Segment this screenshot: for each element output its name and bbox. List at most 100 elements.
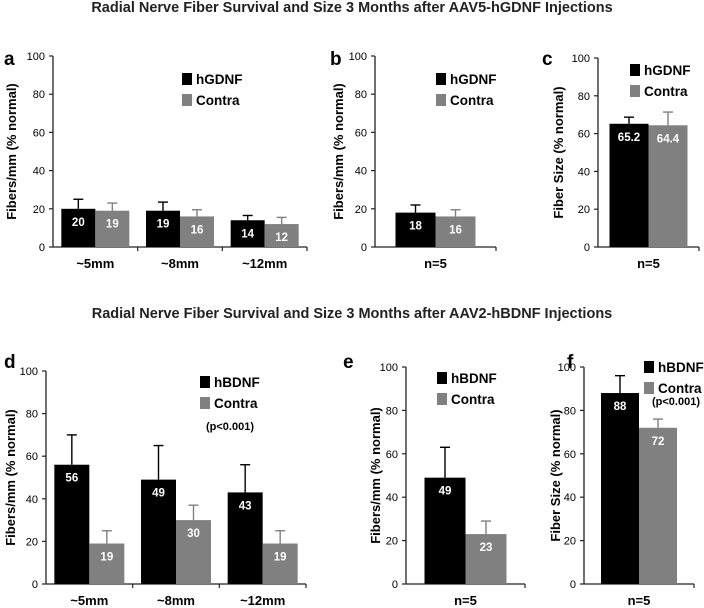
y-tick-label: 0 <box>584 242 590 254</box>
y-tick-label: 0 <box>392 579 398 591</box>
data-label: 19 <box>157 219 170 231</box>
bar-hgdnf-1 <box>61 208 96 247</box>
y-tick-label: 40 <box>355 166 367 178</box>
bar-contra-3 <box>264 224 299 247</box>
legend-label-hgdnf: hGDNF <box>450 72 497 87</box>
panel-letter: c <box>542 49 553 70</box>
legend-label-contra: Contra <box>214 396 258 411</box>
legend-label-contra: Contra <box>196 93 240 108</box>
bar-contra-2 <box>176 520 211 584</box>
y-axis-label: Fiber Size (% normal) <box>548 409 563 541</box>
legend-swatch-hbdnf <box>200 376 210 388</box>
y-tick-label: 20 <box>355 204 367 216</box>
y-tick-label: 20 <box>564 536 576 548</box>
data-label: 20 <box>72 217 85 229</box>
y-axis-label: Fibers/mm (% normal) <box>368 407 383 544</box>
data-label: 56 <box>65 473 78 485</box>
y-axis-label: Fibers/mm (% normal) <box>4 83 19 220</box>
y-tick-label: 20 <box>26 536 38 548</box>
bar-hbdnf-2 <box>141 479 176 584</box>
y-tick-label: 80 <box>564 405 576 417</box>
data-label: 49 <box>439 486 452 498</box>
y-tick-label: 40 <box>578 166 590 178</box>
data-label: 16 <box>449 224 462 236</box>
y-tick-label: 60 <box>33 127 45 139</box>
y-tick-label: 60 <box>564 449 576 461</box>
bar-hbdnf-3 <box>227 492 263 584</box>
data-label: 49 <box>152 488 165 500</box>
bar-hgdnf-1 <box>395 212 436 247</box>
chart-panel-a: a 0 20 40 60 80 100 Fibers/mm (% normal) 20 19 ~5m… <box>4 49 308 271</box>
legend-label-hbdnf: hBDNF <box>214 375 260 390</box>
data-label: 14 <box>241 228 254 240</box>
data-label: 19 <box>106 219 119 231</box>
y-tick-label: 100 <box>27 51 45 63</box>
x-category-label: ~5mm <box>76 256 114 271</box>
legend-swatch-contra <box>436 94 446 106</box>
y-tick-label: 0 <box>361 242 367 254</box>
bar-hbdnf-1 <box>601 393 639 584</box>
x-category-label: n=5 <box>637 256 660 271</box>
data-label: 43 <box>239 500 252 512</box>
legend-label-contra: Contra <box>658 381 702 396</box>
data-label: 23 <box>480 542 493 554</box>
legend-swatch-hgdnf <box>630 64 640 76</box>
bar-contra-1 <box>95 210 130 247</box>
panel-letter: f <box>567 352 574 373</box>
y-tick-label: 100 <box>572 53 590 65</box>
legend-label-hgdnf: hGDNF <box>644 63 691 78</box>
legend-swatch-hgdnf <box>182 73 192 85</box>
y-tick-label: 20 <box>386 536 398 548</box>
y-tick-label: 60 <box>355 127 367 139</box>
data-label: 65.2 <box>618 132 640 144</box>
bar-contra-1 <box>89 543 125 584</box>
y-tick-label: 100 <box>380 362 398 374</box>
x-category-label: ~8mm <box>161 256 199 271</box>
data-label: 12 <box>275 232 288 244</box>
chart-panel-e: e 0 20 40 60 80 100 Fibers/mm (% normal) 49 23 n=5… <box>343 352 526 608</box>
bar-contra-1 <box>435 216 476 247</box>
panel-letter: b <box>330 49 342 70</box>
legend-swatch-contra <box>200 397 210 409</box>
y-tick-label: 80 <box>386 405 398 417</box>
x-category-label: ~12mm <box>240 593 285 608</box>
figure-title-gdnf: Radial Nerve Fiber Survival and Size 3 M… <box>91 0 613 16</box>
chart-panel-f: f 0 20 40 60 80 100 Fiber Size (% normal) 88 72 n=… <box>548 352 704 608</box>
y-tick-label: 60 <box>578 129 590 141</box>
legend-label-contra: Contra <box>450 93 494 108</box>
x-category-label: ~5mm <box>70 593 108 608</box>
bar-hgdnf-2 <box>146 210 180 247</box>
x-category-label: ~8mm <box>157 593 195 608</box>
data-label: 88 <box>614 401 627 413</box>
y-tick-label: 80 <box>33 89 45 101</box>
legend-swatch-contra <box>644 382 654 394</box>
y-tick-label: 40 <box>26 494 38 506</box>
y-tick-label: 80 <box>578 91 590 103</box>
bar-hgdnf-3 <box>230 220 265 247</box>
y-tick-label: 40 <box>564 492 576 504</box>
y-tick-label: 80 <box>26 409 38 421</box>
legend-label-contra: Contra <box>644 84 688 99</box>
panel-letter: d <box>4 352 16 373</box>
y-tick-label: 0 <box>32 579 38 591</box>
bar-hgdnf-1 <box>609 123 649 247</box>
y-tick-label: 80 <box>355 89 367 101</box>
y-tick-label: 40 <box>386 492 398 504</box>
panel-letter: e <box>343 352 354 373</box>
bar-contra-2 <box>180 216 214 247</box>
x-category-label: n=5 <box>628 593 651 608</box>
data-label: 64.4 <box>657 133 680 145</box>
legend-swatch-contra <box>437 393 447 405</box>
bar-hbdnf-1 <box>54 464 90 584</box>
data-label: 30 <box>187 528 200 540</box>
chart-panel-c: c 0 20 40 60 80 100 Fiber Size (% normal) 65.2 64… <box>542 49 700 271</box>
legend-label-contra: Contra <box>451 392 495 407</box>
legend-swatch-contra <box>182 94 192 106</box>
y-tick-label: 40 <box>33 166 45 178</box>
legend-label-hbdnf: hBDNF <box>658 360 704 375</box>
y-tick-label: 60 <box>26 451 38 463</box>
y-tick-label: 20 <box>33 204 45 216</box>
bar-contra-1 <box>639 427 677 584</box>
figure-title-bdnf: Radial Nerve Fiber Survival and Size 3 M… <box>91 306 613 322</box>
